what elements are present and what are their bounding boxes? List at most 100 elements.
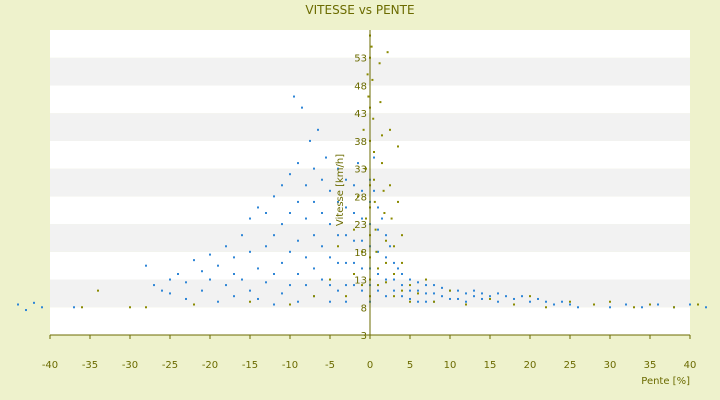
data-point [390,217,393,220]
data-point [417,300,419,303]
data-point [377,267,379,270]
data-point [193,259,195,262]
data-point [393,245,395,248]
data-point [201,289,203,292]
data-point [362,128,365,131]
data-point [305,184,307,187]
y-tick-label: 48 [354,81,367,92]
data-point [393,261,395,264]
data-point [257,297,259,300]
y-tick-label: 43 [354,109,367,120]
data-point [297,273,299,275]
data-point [337,167,339,170]
data-point [609,306,611,309]
y-tick-label: 23 [354,220,367,231]
data-point [145,306,147,309]
data-point [372,117,375,120]
data-point [325,156,327,159]
data-point [673,306,675,309]
data-point [353,184,355,187]
data-point [337,200,339,203]
data-point [409,289,411,292]
data-point [273,195,275,198]
y-tick-label: 28 [354,192,367,203]
data-point [633,306,635,309]
data-point [257,206,259,209]
data-point [385,234,387,237]
data-point [370,45,373,48]
data-point [381,217,383,220]
data-point [345,206,347,209]
data-point [361,284,363,287]
data-point [489,297,491,300]
data-point [373,151,375,153]
data-point [521,295,523,298]
x-tick-label: 35 [644,360,657,371]
data-point [281,292,283,295]
data-point [233,295,235,298]
data-point [393,278,395,281]
data-point [513,303,515,306]
data-point [425,300,427,303]
data-point [381,162,383,165]
data-point [185,281,187,284]
data-point [365,217,367,220]
data-point [233,273,235,275]
data-point [25,309,27,312]
data-point [417,292,419,295]
data-point [375,250,378,253]
data-point [297,200,299,203]
data-point [361,267,363,270]
data-point [401,273,403,275]
data-point [329,300,331,303]
data-point [377,289,379,292]
data-point [465,300,467,303]
data-point [265,212,267,214]
x-tick-label: 30 [604,360,617,371]
data-point [17,303,19,306]
data-point [425,292,427,295]
data-point [241,234,243,237]
x-tick-label: 10 [444,360,457,371]
data-point [249,300,251,303]
data-point [481,297,483,300]
x-tick-label: 0 [367,360,373,371]
data-point [329,278,331,281]
data-point [373,189,375,192]
data-point [497,292,499,295]
data-point [397,145,399,148]
data-point [409,284,411,287]
data-point [397,267,399,270]
data-point [361,189,363,192]
data-point [433,284,435,287]
x-tick-label: 20 [524,360,537,371]
data-point [337,289,339,292]
data-point [97,289,99,292]
data-point [365,167,367,170]
x-tick-label: -25 [162,360,178,371]
data-point [389,245,391,248]
data-point [313,167,315,170]
data-point [161,289,163,292]
data-point [293,95,295,98]
data-point [625,303,627,306]
data-points [17,34,707,312]
data-point [345,178,347,181]
data-point [305,256,307,259]
data-point [561,300,563,303]
data-point [505,295,507,298]
data-point [489,295,491,298]
data-point [609,300,611,303]
data-point [383,212,386,214]
data-point [385,256,387,259]
x-tick-label: -15 [242,360,258,371]
data-point [377,250,379,253]
data-point [497,300,499,303]
data-point [465,292,467,295]
data-point [593,303,595,306]
data-point [577,306,579,309]
data-point [377,206,379,209]
y-tick-label: 3 [361,331,367,342]
data-point [425,278,427,281]
